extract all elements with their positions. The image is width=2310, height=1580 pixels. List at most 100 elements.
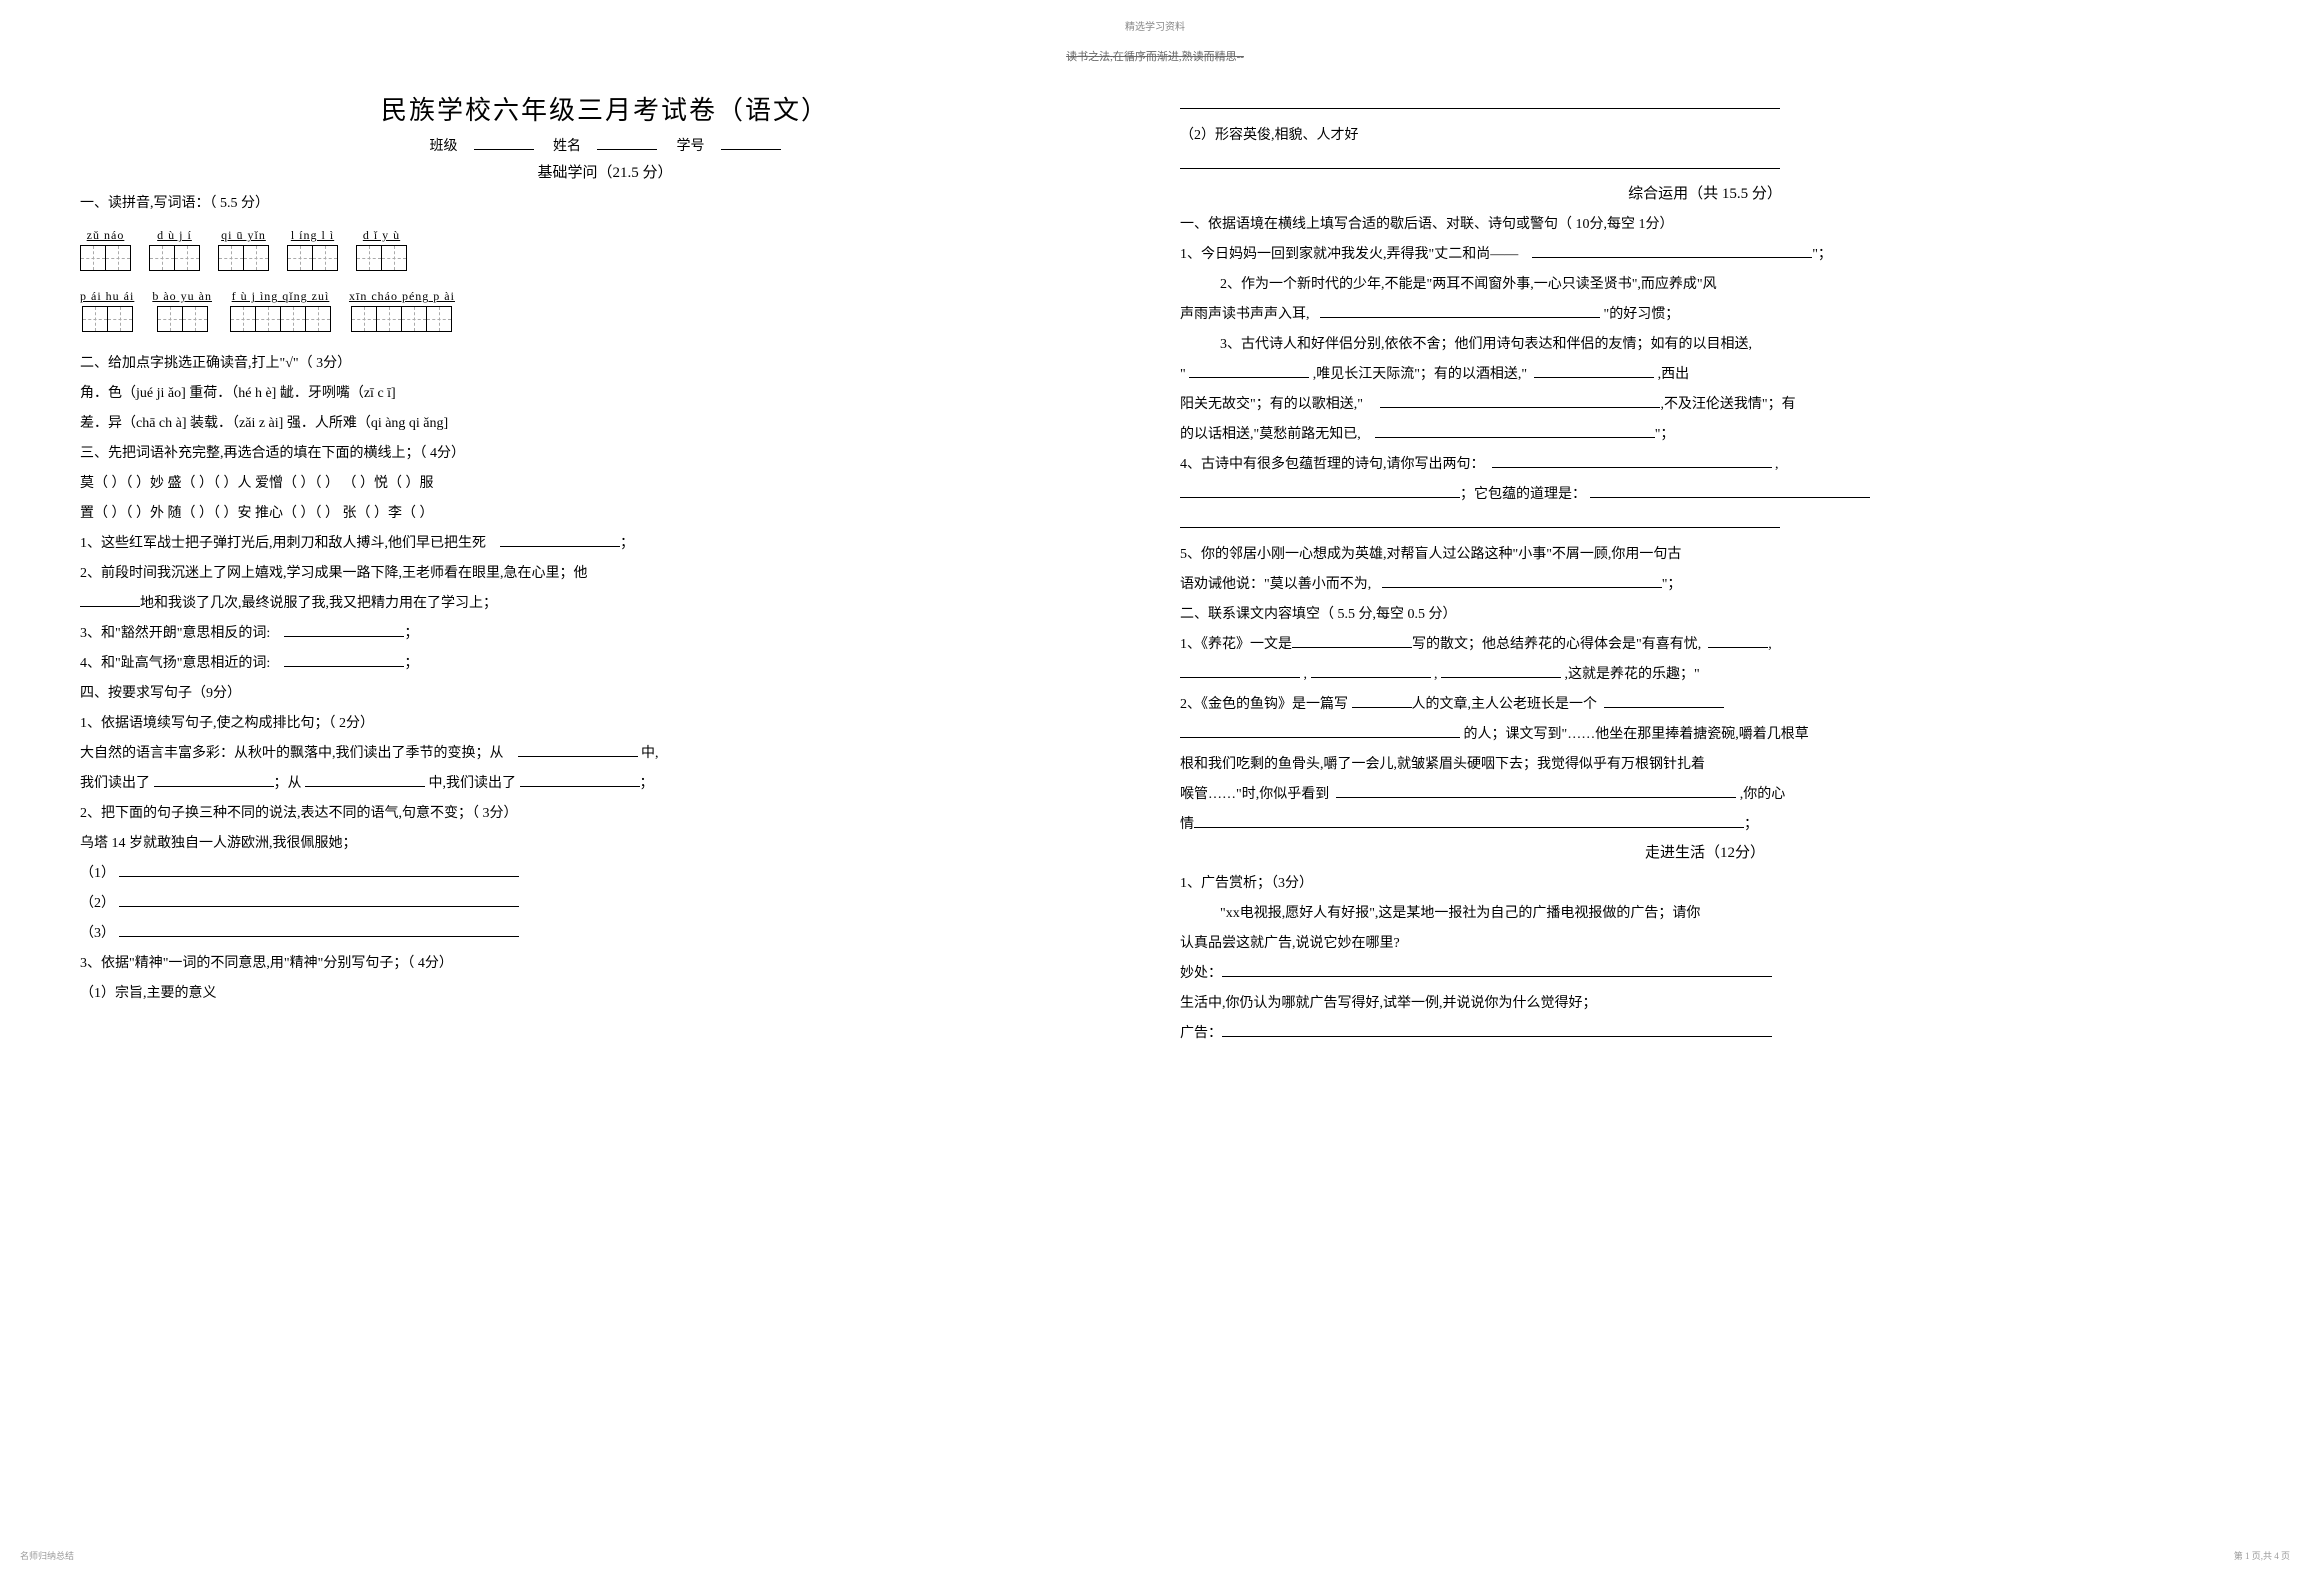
pinyin-block: qi ū yǐn	[218, 228, 269, 271]
s2-q1-4c	[1180, 511, 2230, 539]
q4-line1c-text: 我们读出了	[80, 776, 150, 791]
char-box[interactable]	[312, 245, 338, 271]
s2-q2-2-blank1[interactable]	[1352, 693, 1412, 708]
s2-q2-1b-blank[interactable]	[1708, 633, 1768, 648]
char-box[interactable]	[280, 306, 306, 332]
q3-blank2[interactable]	[80, 592, 140, 607]
char-boxes	[80, 245, 131, 271]
char-box[interactable]	[351, 306, 377, 332]
q3-item2: 2、前段时间我沉迷上了网上嬉戏,学习成果一路下降,王老师看在眼里,急在心里；他	[80, 560, 1130, 588]
s3-q1-e-blank[interactable]	[1222, 1022, 1772, 1037]
char-box[interactable]	[426, 306, 452, 332]
char-box[interactable]	[105, 245, 131, 271]
pinyin-text: zǔ náo	[87, 228, 125, 243]
q3-item4: 4、和"趾高气扬"意思相近的词: ；	[80, 650, 1130, 678]
q4-p1-blank[interactable]	[119, 862, 519, 877]
q4-sub2-blank-line[interactable]	[1180, 154, 1780, 169]
s2-q2-2g-blank[interactable]	[1194, 813, 1744, 828]
q4-p3-blank[interactable]	[119, 922, 519, 937]
s2-q1-3e-blank[interactable]	[1380, 393, 1660, 408]
q3-item1: 1、这些红军战士把子弹打光后,用刺刀和敌人搏斗,他们早已把生死 ；	[80, 530, 1130, 558]
s3-q1-c-text: 妙处：	[1180, 966, 1222, 981]
char-box[interactable]	[218, 245, 244, 271]
char-box[interactable]	[305, 306, 331, 332]
q4-sub1-blank-line[interactable]	[1180, 94, 1780, 109]
q3-blank4[interactable]	[284, 652, 404, 667]
char-box[interactable]	[376, 306, 402, 332]
pinyin-text: l íng l ì	[291, 228, 334, 243]
s2-q2-1d-blank2[interactable]	[1311, 663, 1431, 678]
s2-q2-1d-blank3[interactable]	[1441, 663, 1561, 678]
s2-q1-4c-blank[interactable]	[1180, 513, 1780, 528]
s2-q1-5b-text: 语劝诫他说："莫以善小而不为,	[1180, 577, 1371, 592]
s2-q2-1d-blank1[interactable]	[1180, 663, 1300, 678]
class-blank[interactable]	[474, 135, 534, 150]
q1-title: 一、读拼音,写词语：（ 5.5 分）	[80, 190, 1130, 218]
s2-q1-3c-blank[interactable]	[1534, 363, 1654, 378]
q4-line1a-text: 大自然的语言丰富多彩：从秋叶的飘落中,我们读出了季节的变换；从	[80, 746, 504, 761]
q3-blank1[interactable]	[500, 532, 620, 547]
q4-blank3[interactable]	[305, 772, 425, 787]
s2-q1-2b-blank[interactable]	[1320, 303, 1600, 318]
pinyin-block: d ù j í	[149, 228, 200, 271]
s2-q1-3b: " ,唯见长江天际流"；有的以酒相送," ,西出	[1180, 361, 2230, 389]
s2-q1-5b-blank[interactable]	[1382, 573, 1662, 588]
s2-q1-4b-blank2[interactable]	[1590, 483, 1870, 498]
char-box[interactable]	[381, 245, 407, 271]
s2-q2-2e-blank[interactable]	[1336, 783, 1736, 798]
char-box[interactable]	[243, 245, 269, 271]
s2-q1-3g-blank[interactable]	[1375, 423, 1655, 438]
char-box[interactable]	[82, 306, 108, 332]
q4-blank4[interactable]	[520, 772, 640, 787]
s2-q2-2-blank2[interactable]	[1604, 693, 1724, 708]
id-blank[interactable]	[721, 135, 781, 150]
s2-q1-4b-blank1[interactable]	[1180, 483, 1460, 498]
char-box[interactable]	[107, 306, 133, 332]
char-box[interactable]	[255, 306, 281, 332]
q3-item3-text: 3、和"豁然开朗"意思相反的词:	[80, 626, 270, 641]
s2-q1-1: 1、今日妈妈一回到家就冲我发火,弄得我"丈二和尚—— "；	[1180, 241, 2230, 269]
char-box[interactable]	[80, 245, 106, 271]
s2-q2-2c-text: 的人；课文写到"……他坐在那里捧着搪瓷碗,嚼着几根草	[1464, 727, 1809, 742]
s2-q1-1-blank[interactable]	[1532, 243, 1812, 258]
char-boxes	[230, 306, 331, 332]
q4-line1b-text: 中,	[641, 746, 659, 761]
s2-q1-3d-text: ,西出	[1658, 367, 1690, 382]
s2-q1-3b-blank[interactable]	[1189, 363, 1309, 378]
q2-line1: 角．色（jué ji ǎo] 重荷．（hé h è] 龇．牙咧嘴（zī c ī]	[80, 380, 1130, 408]
char-boxes	[82, 306, 133, 332]
q4-sub2-blank	[1180, 152, 2230, 180]
s3-q1-c-blank[interactable]	[1222, 962, 1772, 977]
char-box[interactable]	[174, 245, 200, 271]
class-label: 班级	[430, 139, 458, 154]
char-box[interactable]	[287, 245, 313, 271]
s2-q1-1-text: 1、今日妈妈一回到家就冲我发火,弄得我"丈二和尚——	[1180, 247, 1518, 262]
q4-title: 四、按要求写句子（9分）	[80, 680, 1130, 708]
footer-right: 第 1 页,共 4 页	[2234, 1549, 2290, 1562]
name-blank[interactable]	[597, 135, 657, 150]
s2-q1-3h-text: "；	[1655, 427, 1675, 442]
q3-line1: 莫（ ）（ ）妙 盛（ ）（ ）人 爱憎（ ）（ ） （ ）悦（ ）服	[80, 470, 1130, 498]
char-box[interactable]	[401, 306, 427, 332]
char-box[interactable]	[149, 245, 175, 271]
q3-item1-text: 1、这些红军战士把子弹打光后,用刺刀和敌人搏斗,他们早已把生死	[80, 536, 486, 551]
q4-blank1[interactable]	[518, 742, 638, 757]
char-box[interactable]	[230, 306, 256, 332]
s3-q1-e: 广告：	[1180, 1020, 2230, 1048]
s2-q1-4-text: 4、古诗中有很多包蕴哲理的诗句,请你写出两句：	[1180, 457, 1485, 472]
s2-q2-1-blank[interactable]	[1292, 633, 1412, 648]
s2-q1-4-blank1[interactable]	[1492, 453, 1772, 468]
q4-p1-label: （1）	[80, 866, 115, 881]
pinyin-block: zǔ náo	[80, 228, 131, 271]
q3-blank3[interactable]	[284, 622, 404, 637]
q2-line2: 差．异（chā ch à] 装载．（zǎi z ài] 强．人所难（qi àng…	[80, 410, 1130, 438]
q4-blank2[interactable]	[154, 772, 274, 787]
char-box[interactable]	[182, 306, 208, 332]
char-box[interactable]	[356, 245, 382, 271]
char-box[interactable]	[157, 306, 183, 332]
q4-p2-blank[interactable]	[119, 892, 519, 907]
s2-q2-2c-blank[interactable]	[1180, 723, 1460, 738]
pinyin-block: d ǐ y ù	[356, 228, 407, 271]
s3-q1-e-text: 广告：	[1180, 1026, 1222, 1041]
q4-sub2: （2）形容英俊,相貌、人才好	[1180, 122, 2230, 150]
